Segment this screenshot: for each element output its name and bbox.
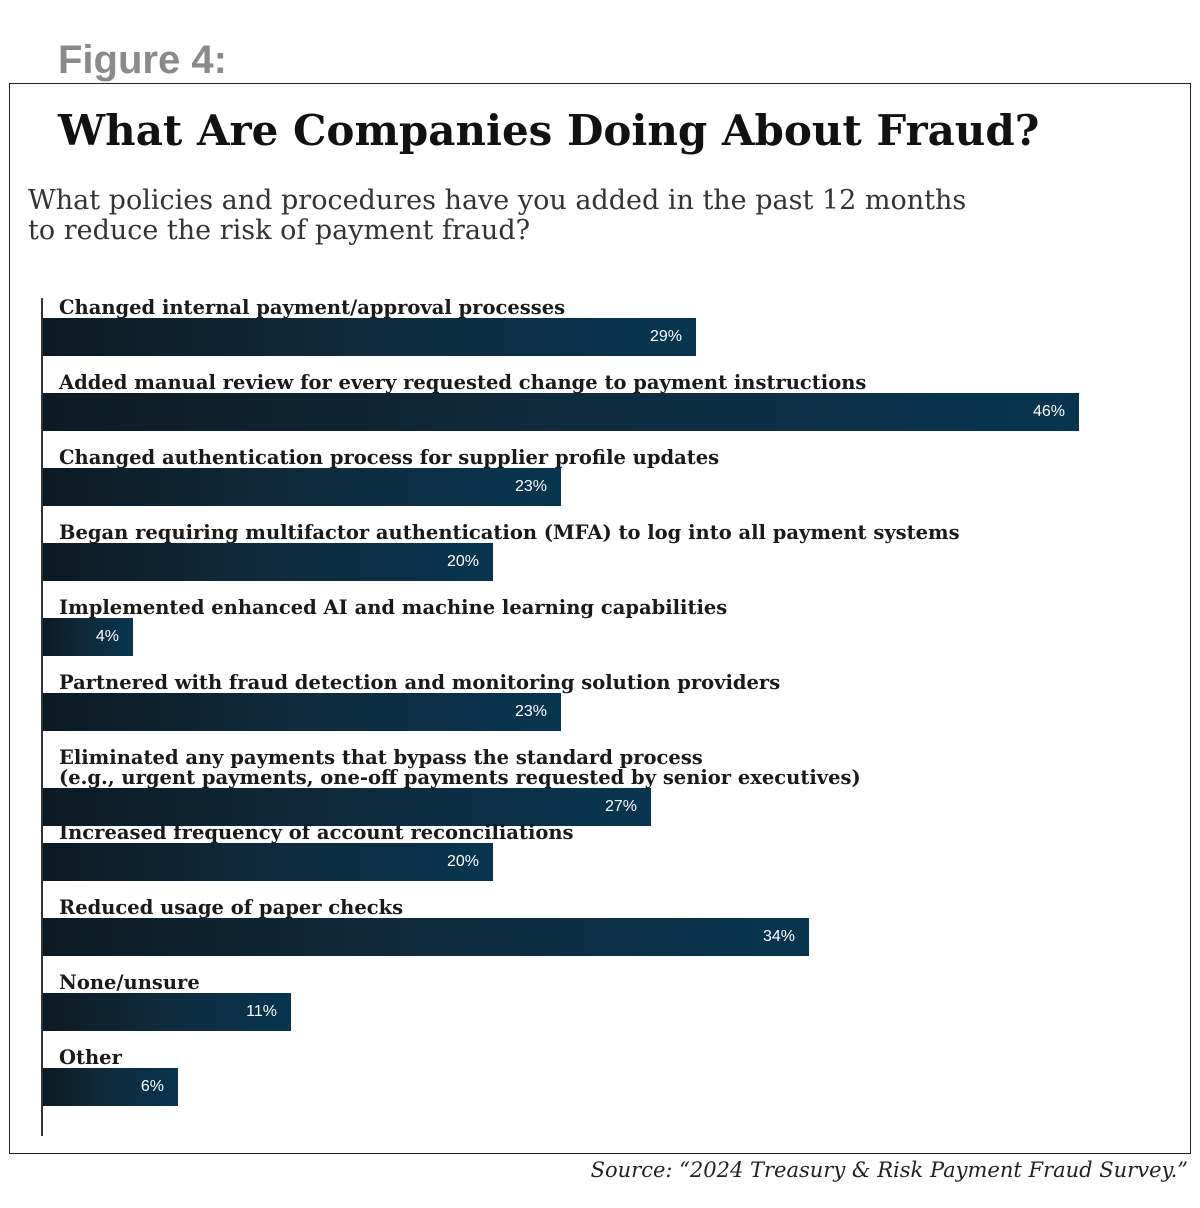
chart-subtitle: What policies and procedures have you ad…: [28, 186, 1028, 246]
bar-label: Added manual review for every requested …: [59, 373, 866, 393]
bar-value-label: 34%: [762, 928, 795, 945]
bar-label-line: (e.g., urgent payments, one-off payments…: [59, 766, 861, 789]
bar: 11%: [43, 993, 291, 1031]
bar: 34%: [43, 918, 809, 956]
chart-title: What Are Companies Doing About Fraud?: [58, 106, 1040, 155]
bar-value-label: 20%: [446, 853, 479, 870]
bar-value-label: 46%: [1032, 403, 1065, 420]
bar-label: Changed authentication process for suppl…: [59, 448, 719, 468]
y-axis-line: [41, 298, 43, 1136]
bar-label-line: None/unsure: [59, 971, 200, 994]
bar-label: Increased frequency of account reconcili…: [59, 823, 574, 843]
bar-value-label: 20%: [446, 553, 479, 570]
bar-label: Partnered with fraud detection and monit…: [59, 673, 780, 693]
bar: 4%: [43, 618, 133, 656]
chart-frame: [9, 83, 1191, 1154]
bar-label: Eliminated any payments that bypass the …: [59, 748, 861, 788]
bar-label-line: Reduced usage of paper checks: [59, 896, 404, 919]
bar: 6%: [43, 1068, 178, 1106]
bar-value-label: 6%: [140, 1078, 164, 1095]
bar-label-line: Other: [59, 1046, 122, 1069]
bar-label-line: Increased frequency of account reconcili…: [59, 821, 574, 844]
bar-value-label: 23%: [514, 478, 547, 495]
source-note: Source: “2024 Treasury & Risk Payment Fr…: [590, 1158, 1188, 1182]
bar: 46%: [43, 393, 1079, 431]
bar-label-line: Eliminated any payments that bypass the …: [59, 746, 703, 769]
bar: 23%: [43, 468, 561, 506]
bar-value-label: 11%: [246, 1003, 277, 1020]
bar-label: Changed internal payment/approval proces…: [59, 298, 565, 318]
subtitle-line-2: to reduce the risk of payment fraud?: [28, 215, 531, 246]
bar: 27%: [43, 788, 651, 826]
subtitle-line-1: What policies and procedures have you ad…: [28, 185, 967, 216]
bar: 29%: [43, 318, 696, 356]
bar-label: Other: [59, 1048, 122, 1068]
bar-label: Reduced usage of paper checks: [59, 898, 403, 918]
bar-label: None/unsure: [59, 973, 200, 993]
figure-label: Figure 4:: [58, 38, 227, 82]
bar-label-line: Changed internal payment/approval proces…: [59, 296, 566, 319]
bar: 20%: [43, 843, 493, 881]
bar-label-line: Partnered with fraud detection and monit…: [59, 671, 781, 694]
bar-label-line: Began requiring multifactor authenticati…: [59, 521, 960, 544]
bar-label: Began requiring multifactor authenticati…: [59, 523, 960, 543]
bar-label-line: Changed authentication process for suppl…: [59, 446, 720, 469]
bar-value-label: 29%: [649, 328, 682, 345]
bar-label-line: Added manual review for every requested …: [59, 371, 867, 394]
bar-label-line: Implemented enhanced AI and machine lear…: [59, 596, 728, 619]
bar: 23%: [43, 693, 561, 731]
bar: 20%: [43, 543, 493, 581]
bar-value-label: 4%: [95, 628, 119, 645]
bar-value-label: 23%: [514, 703, 547, 720]
bar-label: Implemented enhanced AI and machine lear…: [59, 598, 727, 618]
bar-value-label: 27%: [604, 798, 637, 815]
